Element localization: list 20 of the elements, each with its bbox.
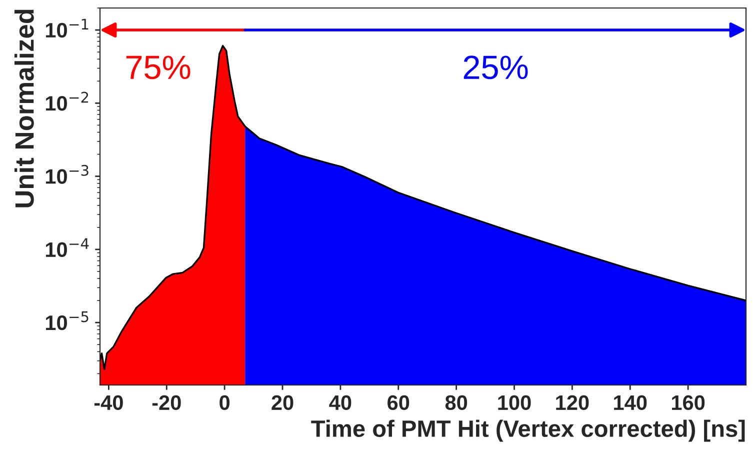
x-tick-label: 160	[672, 395, 705, 410]
y-tick-label: 10$^{−3}$	[46, 164, 88, 184]
x-tick-label: 140	[614, 395, 647, 410]
y-tick-label: 10$^{−2}$	[46, 92, 88, 111]
x-tick-label: 120	[556, 395, 589, 410]
x-tick-label: 100	[498, 395, 531, 410]
x-tick-label: 60	[388, 395, 410, 410]
annotation: 25%	[464, 56, 528, 80]
y-tick-label: 10$^{−4}$	[46, 238, 89, 258]
x-tick-label: -20	[152, 395, 181, 410]
y-tick-label: 10$^{−5}$	[46, 311, 88, 330]
annotation: 75%	[126, 56, 190, 80]
x-tick-label: 0	[220, 395, 230, 410]
x-axis-title: Time of PMT Hit (Vertex corrected) [ns]	[311, 420, 745, 442]
y-axis-title: Unit Normalized	[14, 10, 34, 208]
x-tick-label: 20	[272, 395, 294, 410]
x-tick-label: 40	[329, 395, 352, 410]
x-tick-label: -40	[94, 395, 123, 410]
y-tick-label: 10$^{−1}$	[46, 18, 88, 38]
x-tick-label: 80	[445, 395, 468, 410]
